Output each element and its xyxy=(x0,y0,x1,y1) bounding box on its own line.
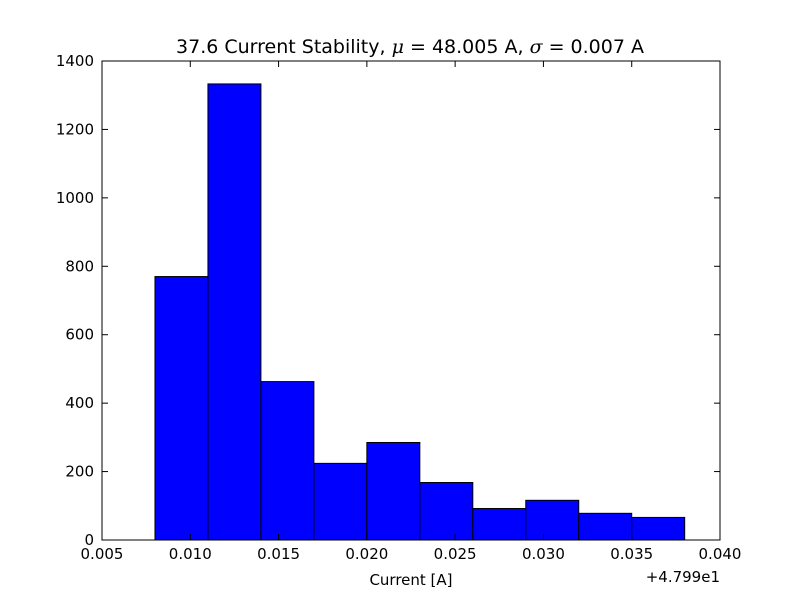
title-part: = 48.005 A, xyxy=(404,36,530,58)
x-tick-label: 0.005 xyxy=(81,545,124,563)
x-axis-offset-label: +4.799e1 xyxy=(646,568,720,586)
histogram-bar xyxy=(260,381,315,541)
y-tick-label: 600 xyxy=(65,326,94,344)
x-tick-label: 0.015 xyxy=(257,545,300,563)
plot-frame xyxy=(101,60,721,541)
histogram-bar xyxy=(525,499,580,541)
y-tick-label: 1000 xyxy=(56,189,94,207)
title-part: 37.6 Current Stability, xyxy=(176,36,392,58)
histogram-bar xyxy=(472,508,527,541)
x-tick-label: 0.025 xyxy=(434,545,477,563)
x-tick-label: 0.020 xyxy=(345,545,388,563)
histogram-bar xyxy=(207,83,262,541)
histogram-bar xyxy=(154,276,209,541)
histogram-bar xyxy=(631,516,686,541)
axis-tick-labels: 0.005 0.010 0.015 0.020 0.025 0.030 0.035 0.040… xyxy=(56,52,742,563)
histogram-bar xyxy=(366,441,421,541)
title-mu-symbol: μ xyxy=(392,36,404,58)
x-axis-label: Current [A] xyxy=(369,571,452,589)
chart-title: 37.6 Current Stability, μ = 48.005 A, σ … xyxy=(176,36,644,58)
y-tick-label: 1400 xyxy=(56,52,94,70)
histogram-bar xyxy=(313,462,368,541)
x-tick-label: 0.035 xyxy=(610,545,653,563)
x-tick-label: 0.030 xyxy=(522,545,565,563)
histogram-bar xyxy=(419,482,474,541)
histogram-bars xyxy=(154,83,686,541)
y-tick-label: 200 xyxy=(65,463,94,481)
x-tick-label: 0.010 xyxy=(169,545,212,563)
title-sigma-symbol: σ xyxy=(530,36,544,58)
y-tick-label: 400 xyxy=(65,394,94,412)
y-tick-label: 800 xyxy=(65,257,94,275)
histogram-bar xyxy=(578,512,633,541)
title-part: = 0.007 A xyxy=(543,36,644,58)
x-tick-label: 0.040 xyxy=(699,545,742,563)
y-tick-label: 1200 xyxy=(56,120,94,138)
y-tick-label: 0 xyxy=(84,531,94,549)
